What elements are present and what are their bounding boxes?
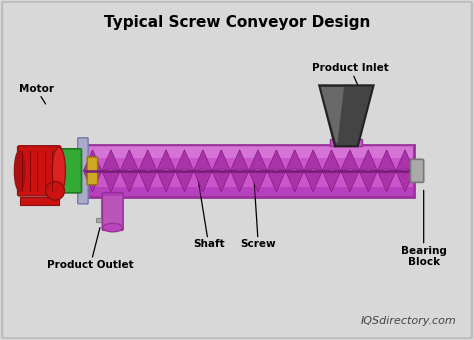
Polygon shape [175, 150, 194, 171]
Polygon shape [230, 171, 249, 192]
FancyBboxPatch shape [87, 157, 98, 185]
FancyBboxPatch shape [57, 149, 82, 193]
Polygon shape [304, 171, 322, 192]
Polygon shape [396, 150, 414, 171]
Polygon shape [304, 150, 322, 171]
Polygon shape [359, 150, 377, 171]
Ellipse shape [103, 223, 123, 232]
Polygon shape [102, 150, 120, 171]
Text: Typical Screw Conveyor Design: Typical Screw Conveyor Design [104, 15, 370, 30]
Polygon shape [267, 150, 285, 171]
FancyBboxPatch shape [101, 195, 109, 221]
Polygon shape [359, 171, 377, 192]
Polygon shape [322, 171, 341, 192]
FancyBboxPatch shape [83, 144, 414, 197]
FancyBboxPatch shape [78, 138, 88, 204]
Text: Product Inlet: Product Inlet [312, 64, 389, 92]
Ellipse shape [52, 147, 65, 194]
Text: Shaft: Shaft [193, 172, 225, 250]
FancyBboxPatch shape [96, 218, 113, 222]
Text: Motor: Motor [18, 84, 54, 104]
Text: IQSdirectory.com: IQSdirectory.com [361, 317, 457, 326]
Text: Bearing
Block: Bearing Block [401, 190, 447, 267]
FancyBboxPatch shape [18, 146, 61, 196]
Polygon shape [319, 85, 374, 146]
Polygon shape [377, 171, 396, 192]
Polygon shape [194, 150, 212, 171]
FancyBboxPatch shape [85, 146, 413, 158]
FancyBboxPatch shape [19, 197, 59, 205]
Polygon shape [212, 171, 230, 192]
Polygon shape [322, 150, 341, 171]
Polygon shape [285, 150, 304, 171]
Polygon shape [102, 171, 120, 192]
Text: Screw: Screw [240, 172, 276, 250]
FancyBboxPatch shape [2, 2, 472, 338]
Polygon shape [175, 171, 194, 192]
Polygon shape [285, 171, 304, 192]
Polygon shape [396, 171, 414, 192]
Ellipse shape [46, 182, 64, 200]
Polygon shape [212, 150, 230, 171]
FancyBboxPatch shape [85, 187, 413, 196]
Polygon shape [341, 171, 359, 192]
Polygon shape [83, 171, 102, 192]
Polygon shape [157, 171, 175, 192]
Ellipse shape [14, 151, 25, 191]
Polygon shape [377, 150, 396, 171]
FancyBboxPatch shape [410, 159, 424, 182]
Polygon shape [249, 150, 267, 171]
Polygon shape [249, 171, 267, 192]
Polygon shape [157, 150, 175, 171]
FancyBboxPatch shape [102, 193, 123, 230]
Polygon shape [83, 150, 102, 171]
Text: Product Outlet: Product Outlet [47, 227, 134, 270]
Polygon shape [138, 171, 157, 192]
Polygon shape [194, 171, 212, 192]
Polygon shape [320, 87, 344, 143]
Polygon shape [230, 150, 249, 171]
Polygon shape [120, 150, 138, 171]
FancyBboxPatch shape [330, 139, 363, 146]
Polygon shape [138, 150, 157, 171]
Polygon shape [341, 150, 359, 171]
Polygon shape [120, 171, 138, 192]
Polygon shape [267, 171, 285, 192]
